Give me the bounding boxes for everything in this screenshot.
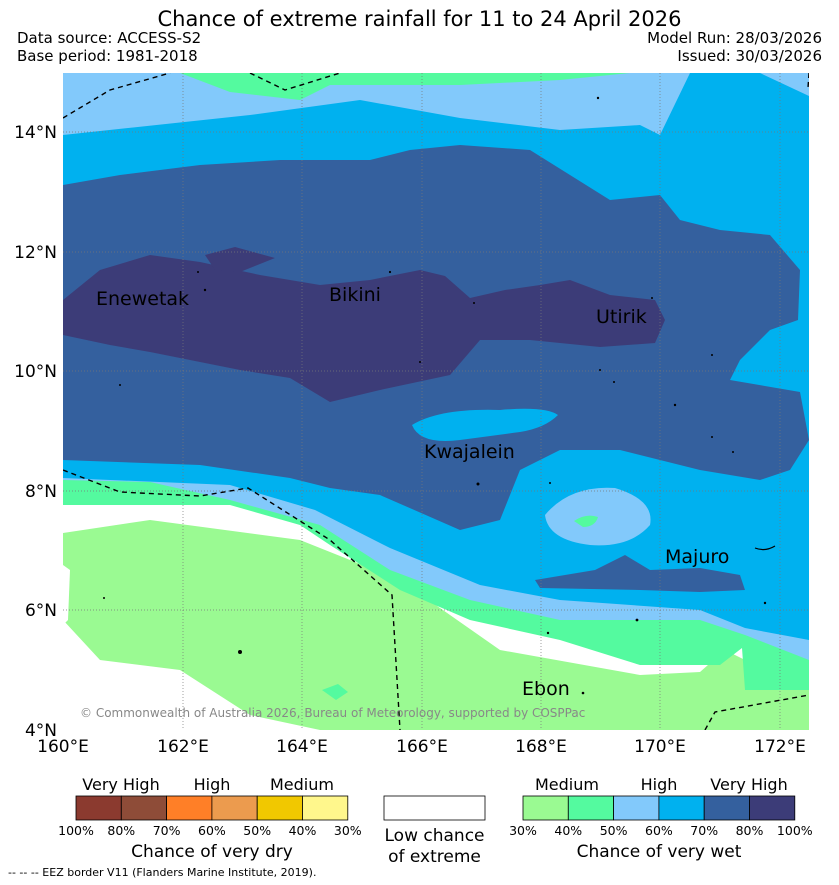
- legend-tick-label: 100%: [777, 823, 813, 838]
- legend-tick-label: 40%: [289, 823, 317, 838]
- model-run: Model Run: 28/03/2026: [647, 29, 822, 47]
- place-bikini: Bikini: [329, 284, 381, 306]
- lon-label: 170°E: [634, 737, 686, 757]
- band-80-100: [63, 255, 665, 402]
- legend-wet: Medium High Very High 30% 40% 50% 60% 70% 80%…: [509, 775, 813, 862]
- legend-group-label: Medium: [535, 775, 599, 794]
- legend-dry-title: Chance of very dry: [131, 842, 293, 862]
- chart-title: Chance of extreme rainfall for 11 to 24 …: [157, 7, 682, 31]
- lat-label: 4°N: [25, 721, 57, 741]
- legend-swatch: [703, 795, 750, 821]
- legend-low-title: Low chance of extreme: [384, 826, 485, 867]
- legend-tick-label: 60%: [645, 823, 673, 838]
- legend-tick-label: 30%: [334, 823, 362, 838]
- data-source: Data source: ACCESS-S2: [17, 29, 202, 47]
- legend-swatch: [522, 795, 569, 821]
- legend-swatch: [211, 795, 258, 821]
- legend-group-label: Very High: [82, 775, 159, 794]
- legend-tick-label: 50%: [243, 823, 271, 838]
- place-enewetak: Enewetak: [96, 288, 189, 310]
- legend-tick-label: 70%: [690, 823, 718, 838]
- legend-tick-label: 30%: [509, 823, 537, 838]
- lat-label: 14°N: [14, 123, 57, 143]
- legend-tick-label: 70%: [153, 823, 181, 838]
- band-30-40: [63, 520, 809, 730]
- legend-group-label: High: [641, 775, 678, 794]
- legend-swatch: [256, 795, 303, 821]
- lon-label: 160°E: [37, 737, 89, 757]
- graticule: [63, 73, 809, 730]
- copyright-note: © Commonwealth of Australia 2026, Bureau…: [80, 706, 585, 720]
- place-ebon: Ebon: [522, 678, 570, 700]
- legend-tick-label: 80%: [736, 823, 764, 838]
- legend-dry: Very High High Medium 100% 80% 70% 60% 50% 40…: [58, 775, 362, 862]
- lon-label: 168°E: [515, 737, 567, 757]
- issued-date: Issued: 30/03/2026: [677, 47, 822, 65]
- base-period: Base period: 1981-2018: [17, 47, 198, 65]
- legend-swatch: [613, 795, 660, 821]
- lat-label: 6°N: [25, 601, 57, 621]
- legend-tick-label: 40%: [554, 823, 582, 838]
- legend-low-swatch: [383, 795, 486, 821]
- place-utirik: Utirik: [596, 306, 647, 328]
- legend-swatch: [658, 795, 705, 821]
- legend-tick-label: 60%: [198, 823, 226, 838]
- lon-label: 162°E: [157, 737, 209, 757]
- legend-group-label: Medium: [270, 775, 334, 794]
- place-majuro: Majuro: [665, 546, 729, 568]
- place-kwajalein: Kwajalein: [424, 441, 515, 463]
- legend-swatch: [567, 795, 614, 821]
- legend-swatch: [166, 795, 213, 821]
- legend-tick-label: 80%: [107, 823, 135, 838]
- legend-wet-title: Chance of very wet: [577, 842, 742, 862]
- legend-swatch: [749, 795, 796, 821]
- eez-border: [63, 73, 809, 730]
- legend-swatch: [302, 795, 349, 821]
- legend-tick-label: 50%: [600, 823, 628, 838]
- legend-tick-label: 100%: [58, 823, 94, 838]
- map-field: [63, 73, 809, 730]
- lat-label: 12°N: [14, 243, 57, 263]
- legend-group-label: Very High: [710, 775, 787, 794]
- legend-swatch: [120, 795, 168, 821]
- lon-label: 166°E: [396, 737, 448, 757]
- lat-label: 10°N: [14, 362, 57, 382]
- lat-label: 8°N: [25, 482, 57, 502]
- eez-note: -- -- -- EEZ border V11 (Flanders Marine…: [8, 866, 317, 879]
- atolls: [103, 96, 767, 695]
- lon-label: 172°E: [754, 737, 806, 757]
- legend-swatch: [75, 795, 122, 821]
- legend-group-label: High: [194, 775, 231, 794]
- lon-label: 164°E: [276, 737, 328, 757]
